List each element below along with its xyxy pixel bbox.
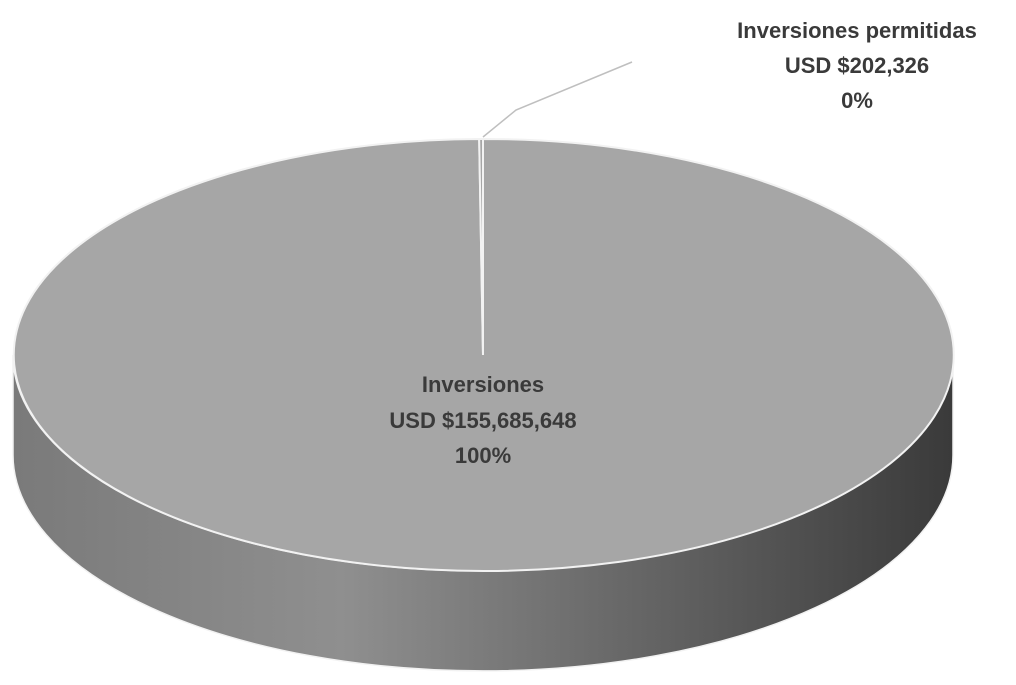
data-label-inversiones-percent: 100% bbox=[455, 443, 511, 468]
data-label-inversiones-value: USD $155,685,648 bbox=[389, 408, 576, 433]
data-label-inversiones-permitidas-percent: 0% bbox=[841, 88, 873, 113]
data-label-inversiones-category: Inversiones bbox=[422, 372, 544, 397]
leader-line-inversiones-permitidas bbox=[482, 61, 633, 138]
data-label-inversiones-permitidas-value: USD $202,326 bbox=[785, 53, 929, 78]
data-label-inversiones-permitidas-category: Inversiones permitidas bbox=[737, 18, 977, 43]
